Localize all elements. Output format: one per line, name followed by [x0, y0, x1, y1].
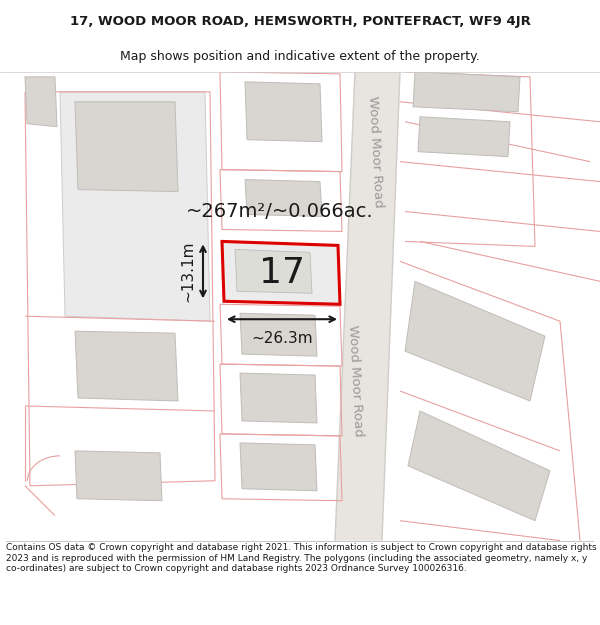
Polygon shape [245, 82, 322, 142]
Polygon shape [408, 411, 550, 521]
Polygon shape [240, 443, 317, 491]
Text: Wood Moor Road: Wood Moor Road [346, 325, 364, 437]
Polygon shape [25, 77, 57, 127]
Text: ~13.1m: ~13.1m [180, 241, 195, 302]
Text: Contains OS data © Crown copyright and database right 2021. This information is : Contains OS data © Crown copyright and d… [6, 543, 596, 573]
Polygon shape [245, 179, 322, 216]
Polygon shape [413, 72, 520, 112]
Polygon shape [335, 72, 400, 541]
Text: 17, WOOD MOOR ROAD, HEMSWORTH, PONTEFRACT, WF9 4JR: 17, WOOD MOOR ROAD, HEMSWORTH, PONTEFRAC… [70, 15, 530, 28]
Text: Wood Moor Road: Wood Moor Road [365, 96, 385, 208]
Text: 17: 17 [259, 256, 305, 291]
Text: ~26.3m: ~26.3m [251, 331, 313, 346]
Polygon shape [60, 92, 210, 321]
Polygon shape [405, 281, 545, 401]
Polygon shape [75, 102, 178, 191]
Polygon shape [222, 241, 340, 304]
Text: ~267m²/~0.066ac.: ~267m²/~0.066ac. [186, 202, 374, 221]
Polygon shape [418, 117, 510, 157]
Polygon shape [240, 373, 317, 423]
Polygon shape [240, 313, 317, 356]
Polygon shape [75, 331, 178, 401]
Polygon shape [75, 451, 162, 501]
Text: Map shows position and indicative extent of the property.: Map shows position and indicative extent… [120, 49, 480, 62]
Polygon shape [235, 249, 312, 293]
